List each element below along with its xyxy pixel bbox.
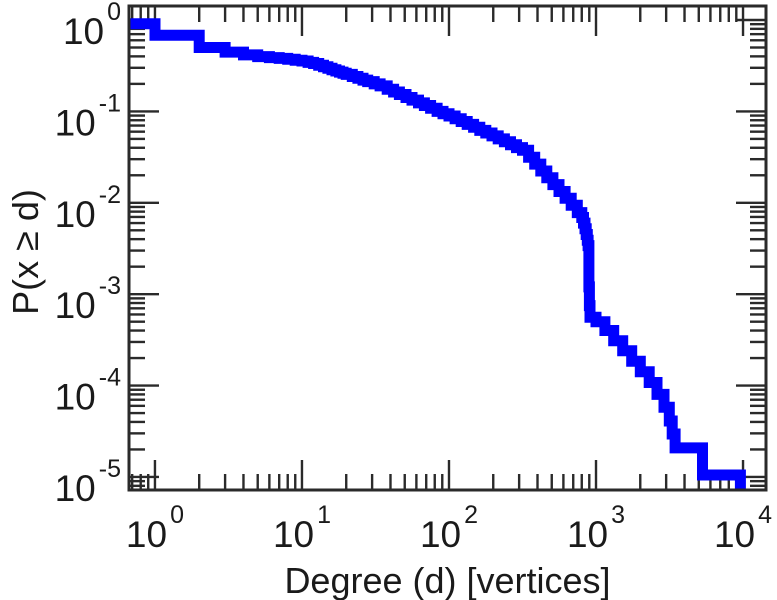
y-tick-label: 10 -4 (55, 364, 121, 418)
x-axis-title: Degree (d) [vertices] (284, 560, 611, 600)
x-tick-label: 10 0 (126, 501, 184, 555)
plot-frame (127, 4, 768, 492)
y-tick-label: 10 -1 (55, 89, 121, 143)
y-tick-label: 10 -5 (55, 455, 121, 509)
x-tick-label: 10 2 (420, 501, 478, 555)
ccdf-curve (129, 18, 746, 490)
x-tick-label: 10 1 (273, 501, 331, 555)
x-tick-label: 10 4 (714, 501, 772, 555)
y-tick-label: 10 -3 (55, 272, 121, 326)
y-tick-label: 10 0 (63, 0, 121, 52)
y-tick-label: 10 -2 (55, 181, 121, 235)
y-axis-title: P(x ≥ d) (5, 189, 47, 315)
x-tick-label: 10 3 (567, 501, 625, 555)
